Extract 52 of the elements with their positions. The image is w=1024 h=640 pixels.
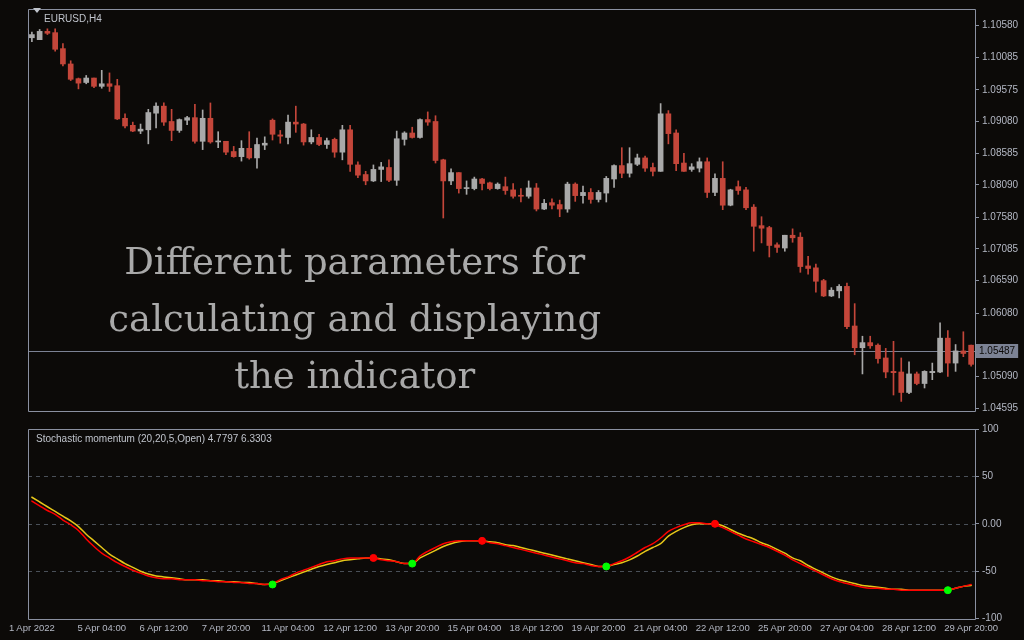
x-tick-label: 19 Apr 20:00 [571,621,626,633]
x-tick-label: 7 Apr 20:00 [201,621,251,633]
x-tick-label: 22 Apr 12:00 [695,621,750,633]
point [478,536,487,545]
y-tick-label: -50 [982,564,997,576]
candlestick [98,70,105,89]
x-tick-label: 11 Apr 04:00 [261,621,315,633]
annotation: Different parameters for calculating and displaying the indicator [108,240,602,398]
candlestick [580,185,586,204]
x-tick-label: 21 Apr 04:00 [633,621,688,633]
point [602,562,611,571]
y-tick-label: 1.08090 [982,178,1019,190]
x-tick-label: 6 Apr 12:00 [139,621,189,633]
y-tick-label: 0.00 [982,517,1002,529]
y-tick-label: 1.09080 [982,115,1019,127]
x-tick-label: 15 Apr 04:00 [447,621,502,633]
y-tick-label: 1.08585 [982,146,1019,158]
point [710,519,719,528]
candlestick [805,256,811,275]
x-tick-label: 18 Apr 12:00 [509,621,564,633]
y-tick-label: -100 [982,612,1003,624]
y-tick-label: 1.07580 [982,211,1019,223]
candlestick [277,130,284,144]
y-tick-label: 1.06080 [982,306,1019,318]
y-tick-label: 1.06590 [982,274,1019,286]
ref-line-label: 1.05487 [979,344,1016,356]
x-tick-label: 29 Apr 20:00 [944,621,999,633]
candlestick [424,111,431,126]
x-tick-label: 27 Apr 04:00 [819,621,874,633]
point [268,580,277,589]
y-tick-label: 50 [982,470,994,482]
x-tick-label: 28 Apr 12:00 [882,621,936,633]
candlestick [378,162,385,182]
point [369,553,378,562]
x-tick-label: 25 Apr 20:00 [757,621,812,633]
candlestick [929,362,936,381]
y-tick-label: 1.09575 [982,83,1019,95]
y-tick-label: 1.05090 [982,370,1019,382]
x-tick-label: 1 Apr 2022 [8,621,55,633]
y-tick-label: 100 [982,422,1000,434]
x-tick-label: 13 Apr 20:00 [385,621,440,633]
point [408,559,417,568]
chart-title: EURUSD,H4 [44,12,103,24]
x-tick-label: 12 Apr 12:00 [323,621,378,633]
candlestick [518,188,524,203]
y-tick-label: 1.10580 [982,19,1019,31]
chart-title: Stochastic momentum (20,20,5,Open) 4.7797 6.3303 [36,432,273,444]
y-tick-label: 1.07085 [982,242,1019,254]
y-tick-label: 1.10085 [982,51,1019,62]
x-tick-label: 5 Apr 04:00 [77,621,127,633]
point [943,586,952,595]
y-tick-label: 1.04595 [982,401,1019,413]
